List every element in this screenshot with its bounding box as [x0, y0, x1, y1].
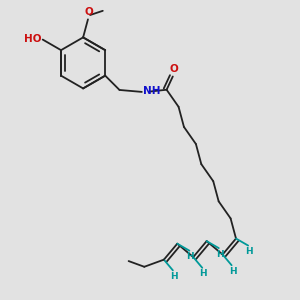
- Text: H: H: [170, 272, 178, 281]
- Text: H: H: [216, 250, 224, 259]
- Text: O: O: [85, 7, 93, 17]
- Text: H: H: [229, 267, 236, 276]
- Text: H: H: [187, 252, 194, 261]
- Text: NH: NH: [143, 86, 160, 96]
- Text: H: H: [245, 247, 253, 256]
- Text: O: O: [169, 64, 178, 74]
- Text: HO: HO: [24, 34, 41, 44]
- Text: H: H: [200, 269, 207, 278]
